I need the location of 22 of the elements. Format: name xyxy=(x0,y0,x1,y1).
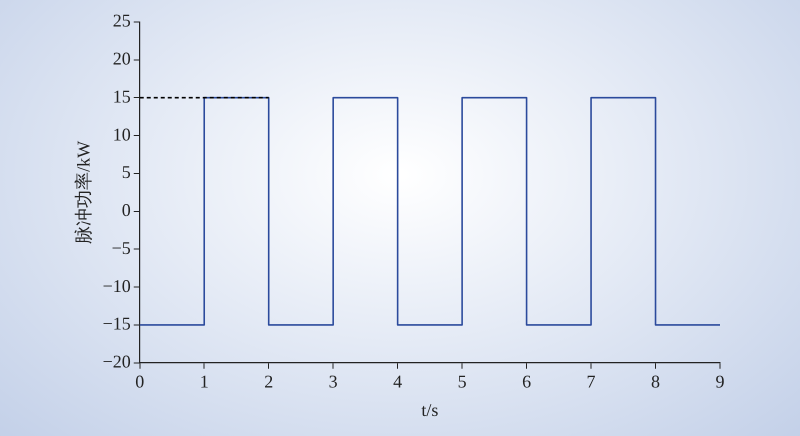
y-tick-label: −10 xyxy=(102,276,131,296)
x-tick-label: 9 xyxy=(716,371,724,392)
y-tick-label: 0 xyxy=(122,200,131,220)
y-tick-label: 10 xyxy=(112,124,131,144)
x-tick-label: 7 xyxy=(586,371,596,392)
y-tick-label: −20 xyxy=(102,352,131,372)
x-tick-label: 8 xyxy=(651,371,660,392)
y-tick-label: 15 xyxy=(112,86,131,106)
y-axis-title: 脉冲功率/kW xyxy=(74,140,94,244)
x-tick-label: 4 xyxy=(393,371,402,392)
x-tick-label: 2 xyxy=(264,371,274,392)
x-tick-label: 5 xyxy=(458,371,467,392)
y-tick-label: 25 xyxy=(112,10,131,31)
y-tick-label: 5 xyxy=(122,162,131,182)
x-tick-label: 1 xyxy=(200,371,209,392)
y-tick-label: −5 xyxy=(112,238,131,258)
x-tick-label: 6 xyxy=(522,371,532,392)
x-axis-title: t/s xyxy=(421,400,438,420)
y-tick-label: 20 xyxy=(112,48,131,69)
x-tick-label: 3 xyxy=(328,371,338,392)
x-tick-label: 0 xyxy=(135,371,144,392)
y-tick-label: −15 xyxy=(102,314,131,334)
